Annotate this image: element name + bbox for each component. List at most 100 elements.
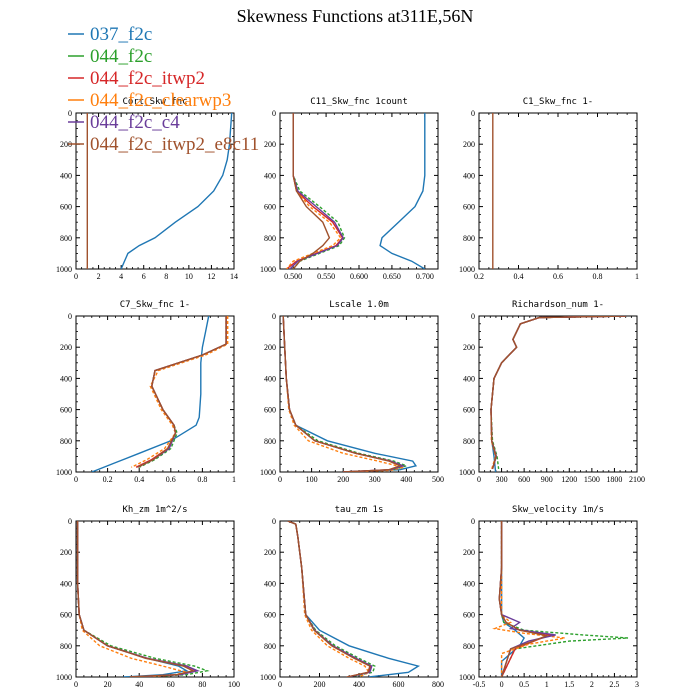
x-tick-label: 0.2 (103, 475, 113, 484)
y-tick-label: 0 (68, 517, 72, 526)
y-tick-label: 400 (60, 374, 72, 383)
x-tick-label: 0.650 (383, 272, 401, 281)
y-tick-label: 200 (60, 140, 72, 149)
series-group (76, 521, 210, 677)
x-tick-label: 0 (278, 475, 282, 484)
x-tick-label: 0 (74, 680, 78, 689)
series-line-037_f2c (379, 113, 426, 269)
x-tick-label: 1800 (606, 475, 622, 484)
series-group (282, 316, 418, 472)
panel-7: Kh_zm 1m^2/s0 20 40 60 80 1000200400600800100… (56, 505, 240, 689)
y-tick-label: 600 (264, 203, 276, 212)
x-tick-label: 1200 (561, 475, 577, 484)
y-tick-label: 1000 (459, 673, 475, 682)
series-line-044_f2c_c4 (498, 521, 556, 677)
x-tick-label: 1500 (584, 475, 600, 484)
series-line-044_f2c_itwp2 (286, 113, 344, 269)
panel-title: Richardson_num 1- (512, 300, 604, 310)
series-line-037_f2c (490, 316, 626, 472)
y-tick-label: 200 (463, 140, 475, 149)
panel-3: C1_Skw_fnc 1- 0.2 0.4 0.6 0.8 1 0 200 400 600 800 1… (459, 97, 639, 281)
plot-frame (279, 112, 439, 270)
series-group (492, 521, 629, 677)
y-tick-label: 1000 (56, 468, 72, 477)
x-tick-label: 6 (142, 272, 146, 281)
x-tick-label: 4 (119, 272, 123, 281)
series-line-044_f2c_itwp2_e8c11 (287, 521, 371, 677)
x-tick-label: 0.8 (593, 272, 603, 281)
legend: 037_f2c044_f2c044_f2c_itwp2044_f2c_clear… (68, 24, 259, 155)
panel-5: Lscale 1.0m 0 100 200 300 400 500 0 200 400 600 800… (260, 300, 444, 484)
x-tick-label: 100 (228, 680, 240, 689)
y-tick-label: 400 (264, 171, 276, 180)
y-tick-label: 1000 (56, 673, 72, 682)
x-tick-label: 1.5 (564, 680, 574, 689)
y-tick-label: 800 (463, 437, 475, 446)
panel-title: Skw_velocity 1m/s (512, 505, 604, 515)
series-line-044_f2c (490, 316, 626, 469)
x-tick-label: 80 (198, 680, 206, 689)
panel-1: Cort_Skw_fnc 0 2 4 6 8 10 12 14 0 200 400 600 800 1000 (56, 97, 238, 281)
x-tick-label: 200 (314, 680, 326, 689)
y-tick-label: 200 (60, 343, 72, 352)
y-tick-label: 600 (264, 406, 276, 415)
y-tick-label: 1000 (260, 673, 276, 682)
series-line-044_f2c_itwp2 (490, 316, 626, 470)
x-tick-label: 0.700 (416, 272, 434, 281)
series-line-044_f2c_itwp2 (287, 521, 372, 677)
panel-9: Skw_velocity 1m/s -0.5 0 0.5 1 1.5 2 2.5 3 0 200 40… (459, 505, 639, 689)
y-tick-label: 800 (463, 642, 475, 651)
series-line-044_f2c_itwp2 (135, 316, 227, 468)
plot-frame (478, 112, 638, 270)
x-tick-label: 0.8 (197, 475, 207, 484)
x-tick-label: 300 (369, 475, 381, 484)
x-tick-label: 400 (400, 475, 412, 484)
y-tick-label: 800 (264, 437, 276, 446)
series-group (91, 316, 229, 472)
y-tick-label: 200 (463, 343, 475, 352)
panel-title: C1_Skw_fnc 1- (523, 97, 593, 107)
y-tick-label: 1000 (260, 265, 276, 274)
x-tick-label: 10 (185, 272, 193, 281)
x-tick-label: 0.550 (317, 272, 335, 281)
x-tick-label: 2 (590, 680, 594, 689)
y-tick-label: 800 (60, 642, 72, 651)
x-tick-label: 12 (207, 272, 215, 281)
panel-title: tau_zm 1s (335, 505, 384, 515)
x-tick-label: 0.4 (134, 475, 144, 484)
series-line-037_f2c (120, 113, 233, 269)
x-tick-label: 200 (337, 475, 349, 484)
y-tick-label: 600 (463, 611, 475, 620)
y-tick-label: 0 (471, 517, 475, 526)
x-tick-label: 3 (635, 680, 639, 689)
series-group (86, 113, 233, 269)
series-line-044_f2c_itwp2_e8c11 (498, 521, 550, 677)
panel-4: C7_Skw_fnc 1- 0 0.2 0.4 0.6 0.8 1 0 200 400 600 800… (56, 300, 236, 484)
x-tick-label: 2.5 (609, 680, 619, 689)
x-tick-label: 100 (306, 475, 318, 484)
legend-entry: 037_f2c (90, 24, 152, 45)
y-tick-label: 800 (60, 437, 72, 446)
series-group (287, 521, 421, 677)
y-tick-label: 0 (272, 312, 276, 321)
x-tick-label: 1 (232, 475, 236, 484)
series-line-044_f2c_itwp2_e8c11 (76, 521, 195, 677)
y-tick-label: 400 (60, 171, 72, 180)
legend-entry: 044_f2c_c4 (90, 112, 180, 133)
series-line-044_f2c_c4 (282, 316, 406, 472)
x-tick-label: 500 (432, 475, 444, 484)
x-tick-label: 2100 (629, 475, 645, 484)
legend-entry: 044_f2c (90, 46, 152, 67)
x-tick-label: 0.4 (514, 272, 524, 281)
series-line-044_f2c_clearwp3 (492, 521, 565, 677)
x-tick-label: 0 (278, 680, 282, 689)
series-line-044_f2c_itwp2 (76, 521, 199, 677)
y-tick-label: 400 (463, 171, 475, 180)
y-tick-label: 0 (272, 109, 276, 118)
x-tick-label: 0.2 (474, 272, 484, 281)
series-line-044_f2c_itwp2_e8c11 (137, 316, 227, 468)
x-tick-label: 14 (230, 272, 238, 281)
series-line-044_f2c (282, 316, 409, 472)
series-line-044_f2c_itwp2_e8c11 (490, 316, 626, 470)
x-tick-label: 400 (353, 680, 365, 689)
